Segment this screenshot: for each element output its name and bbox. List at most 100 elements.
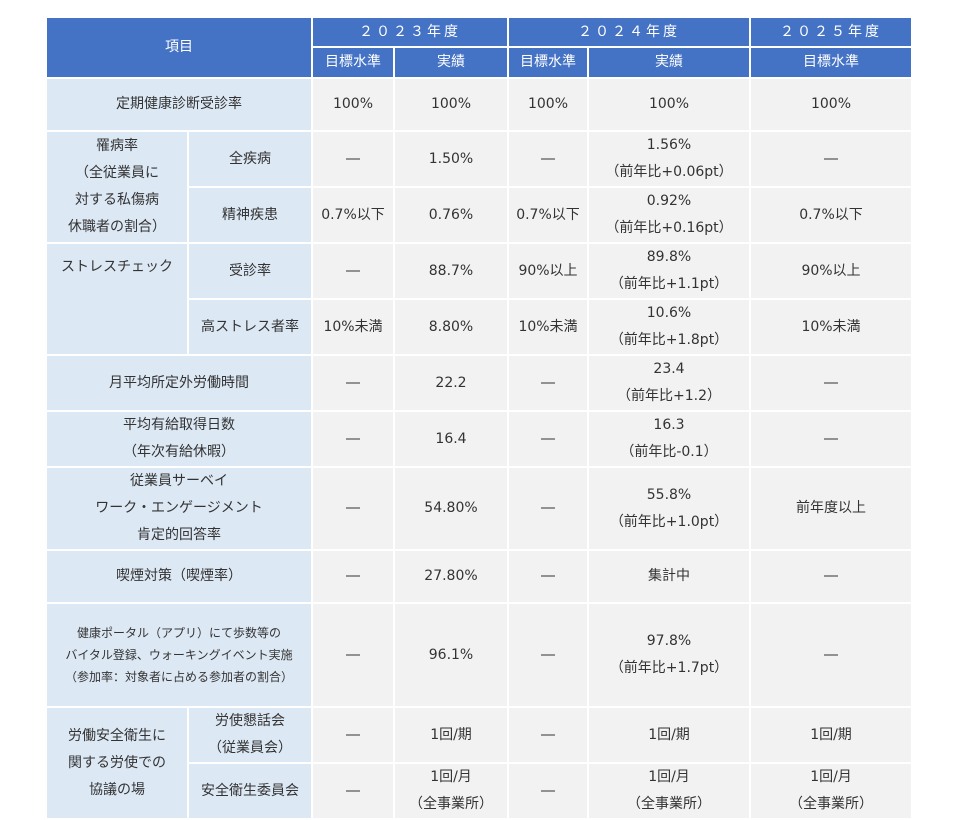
row-label-overtime: 月平均所定外労働時間 <box>45 354 313 412</box>
cell-value: 8.80% <box>393 298 509 356</box>
value-line: 1回/月 <box>430 769 472 785</box>
row-label-morbidity: 罹病率 （全従業員に 対する私傷病 休職者の割合） <box>45 130 189 244</box>
value-note: （前年比+1.7pt） <box>609 660 729 676</box>
value-note: （前年比+1.0pt） <box>609 513 729 530</box>
table-row: 精神疾患 0.7%以下 0.76% 0.7%以下 0.92% （前年比+0.16… <box>46 186 913 244</box>
cell-value: 22.2 <box>393 354 509 412</box>
cell-value: 90%以上 <box>749 242 913 300</box>
header-year-2024: ２０２４年度 <box>507 16 751 48</box>
cell-value: 10%未満 <box>507 298 589 356</box>
cell-value: 100% <box>749 77 913 132</box>
label-line: 罹病率 <box>96 138 138 154</box>
cell-value: 23.4 （前年比+1.2） <box>587 354 751 412</box>
header-2024-actual: 実績 <box>587 46 751 79</box>
label-line: 協議の場 <box>89 781 145 798</box>
label-line: （全従業員に <box>75 165 159 181</box>
value-line: 55.8% <box>646 486 692 503</box>
header-year-2023: ２０２３年度 <box>311 16 509 48</box>
cell-value: 0.92% （前年比+0.16pt） <box>587 186 751 244</box>
cell-value: 10%未満 <box>749 298 913 356</box>
value-line: 0.92% <box>646 193 692 209</box>
table-row: 健康ポータル（アプリ）にて歩数等の バイタル登録、ウォーキングイベント実施 （参… <box>45 602 913 708</box>
value-line: 23.4 <box>653 361 685 377</box>
cell-value: 100% <box>507 77 589 132</box>
value-note: （前年比+0.06pt） <box>605 164 733 180</box>
cell-value: ― <box>311 130 395 188</box>
cell-value: ― <box>311 410 395 468</box>
value-note: （全事業所） <box>409 796 493 812</box>
row-label-engagement: 従業員サーベイ ワーク・エンゲージメント 肯定的回答率 <box>45 466 313 551</box>
cell-value: ― <box>507 602 589 708</box>
label-line: 労働安全衛生に <box>68 727 166 744</box>
row-label-safety: 労働安全衛生に 関する労使での 協議の場 <box>45 706 189 820</box>
sub-label-safety-committee: 安全衛生委員会 <box>187 762 313 820</box>
sub-label-all-diseases: 全疾病 <box>187 130 313 188</box>
cell-value: 前年度以上 <box>749 466 913 551</box>
cell-value: ― <box>507 762 589 820</box>
cell-value: 100% <box>393 77 509 132</box>
cell-value: ― <box>311 242 395 300</box>
cell-value: 0.7%以下 <box>749 186 913 244</box>
cell-value: 55.8% （前年比+1.0pt） <box>587 466 751 551</box>
table-row: 高ストレス者率 10%未満 8.80% 10%未満 10.6% （前年比+1.8… <box>46 298 913 356</box>
sub-label-mental: 精神疾患 <box>187 186 313 244</box>
table-row: ストレスチェック 受診率 ― 88.7% 90%以上 89.8% （前年比+1.… <box>45 242 913 356</box>
label-line: 労使懇話会 <box>215 713 285 729</box>
cell-value: ― <box>311 354 395 412</box>
label-line: （年次有給休暇） <box>123 444 235 460</box>
cell-value: 88.7% <box>393 242 509 300</box>
header-year-2025: ２０２５年度 <box>749 16 913 48</box>
cell-value: 89.8% （前年比+1.1pt） <box>587 242 751 300</box>
cell-value: 90%以上 <box>507 242 589 300</box>
value-line: 1.56% <box>646 137 692 153</box>
value-line: 1回/月 <box>810 769 852 785</box>
cell-value: ― <box>311 602 395 708</box>
cell-value: 1回/期 <box>587 706 751 764</box>
value-line: 1回/月 <box>648 769 690 785</box>
header-item: 項目 <box>45 16 313 79</box>
cell-value: ― <box>311 466 395 551</box>
cell-value: ― <box>749 354 913 412</box>
cell-value: 16.4 <box>393 410 509 468</box>
cell-value: ― <box>749 130 913 188</box>
label-line: （参加率：対象者に占める参加者の割合） <box>64 670 293 684</box>
row-label-checkup: 定期健康診断受診率 <box>45 77 313 132</box>
cell-value: ― <box>507 130 589 188</box>
cell-value: 96.1% <box>393 602 509 708</box>
sub-label-high-stress: 高ストレス者率 <box>187 298 313 356</box>
table-row: 定期健康診断受診率 100% 100% 100% 100% 100% <box>45 77 913 132</box>
cell-value: 1.56% （前年比+0.06pt） <box>587 130 751 188</box>
label-line: ワーク・エンゲージメント <box>95 500 263 516</box>
cell-value: ― <box>749 602 913 708</box>
value-line: 97.8% <box>646 633 692 649</box>
value-note: （前年比+0.16pt） <box>605 220 733 236</box>
row-label-smoking: 喫煙対策（喫煙率） <box>45 549 313 604</box>
cell-value: 0.7%以下 <box>507 186 589 244</box>
value-note: （前年比+1.2） <box>617 388 721 404</box>
value-note: （前年比-0.1） <box>620 444 718 460</box>
label-line: 平均有給取得日数 <box>123 417 235 433</box>
cell-value: 1.50% <box>393 130 509 188</box>
table-row: 平均有給取得日数 （年次有給休暇） ― 16.4 ― 16.3 （前年比-0.1… <box>45 410 913 468</box>
row-label-stress-check: ストレスチェック <box>45 242 189 356</box>
cell-value: ― <box>507 410 589 468</box>
cell-value: 100% <box>587 77 751 132</box>
label-line: （従業員会） <box>208 740 292 756</box>
table-row: 従業員サーベイ ワーク・エンゲージメント 肯定的回答率 ― 54.80% ― 5… <box>45 466 913 551</box>
cell-value: 1回/期 <box>749 706 913 764</box>
cell-value: 集計中 <box>587 549 751 604</box>
cell-value: 1回/期 <box>393 706 509 764</box>
sub-label-exam-rate: 受診率 <box>187 242 313 300</box>
cell-value: ― <box>507 706 589 764</box>
cell-value: ― <box>507 549 589 604</box>
value-line: 89.8% <box>646 249 692 265</box>
label-line: 関する労使での <box>68 754 166 771</box>
cell-value: 16.3 （前年比-0.1） <box>587 410 751 468</box>
label-line: 従業員サーベイ <box>130 473 228 489</box>
value-note: （前年比+1.1pt） <box>609 276 729 292</box>
label-line: バイタル登録、ウォーキングイベント実施 <box>65 648 293 662</box>
value-note: （前年比+1.8pt） <box>609 332 729 348</box>
header-2024-target: 目標水準 <box>507 46 589 79</box>
label-line: 肯定的回答率 <box>137 527 221 543</box>
cell-value: ― <box>507 354 589 412</box>
